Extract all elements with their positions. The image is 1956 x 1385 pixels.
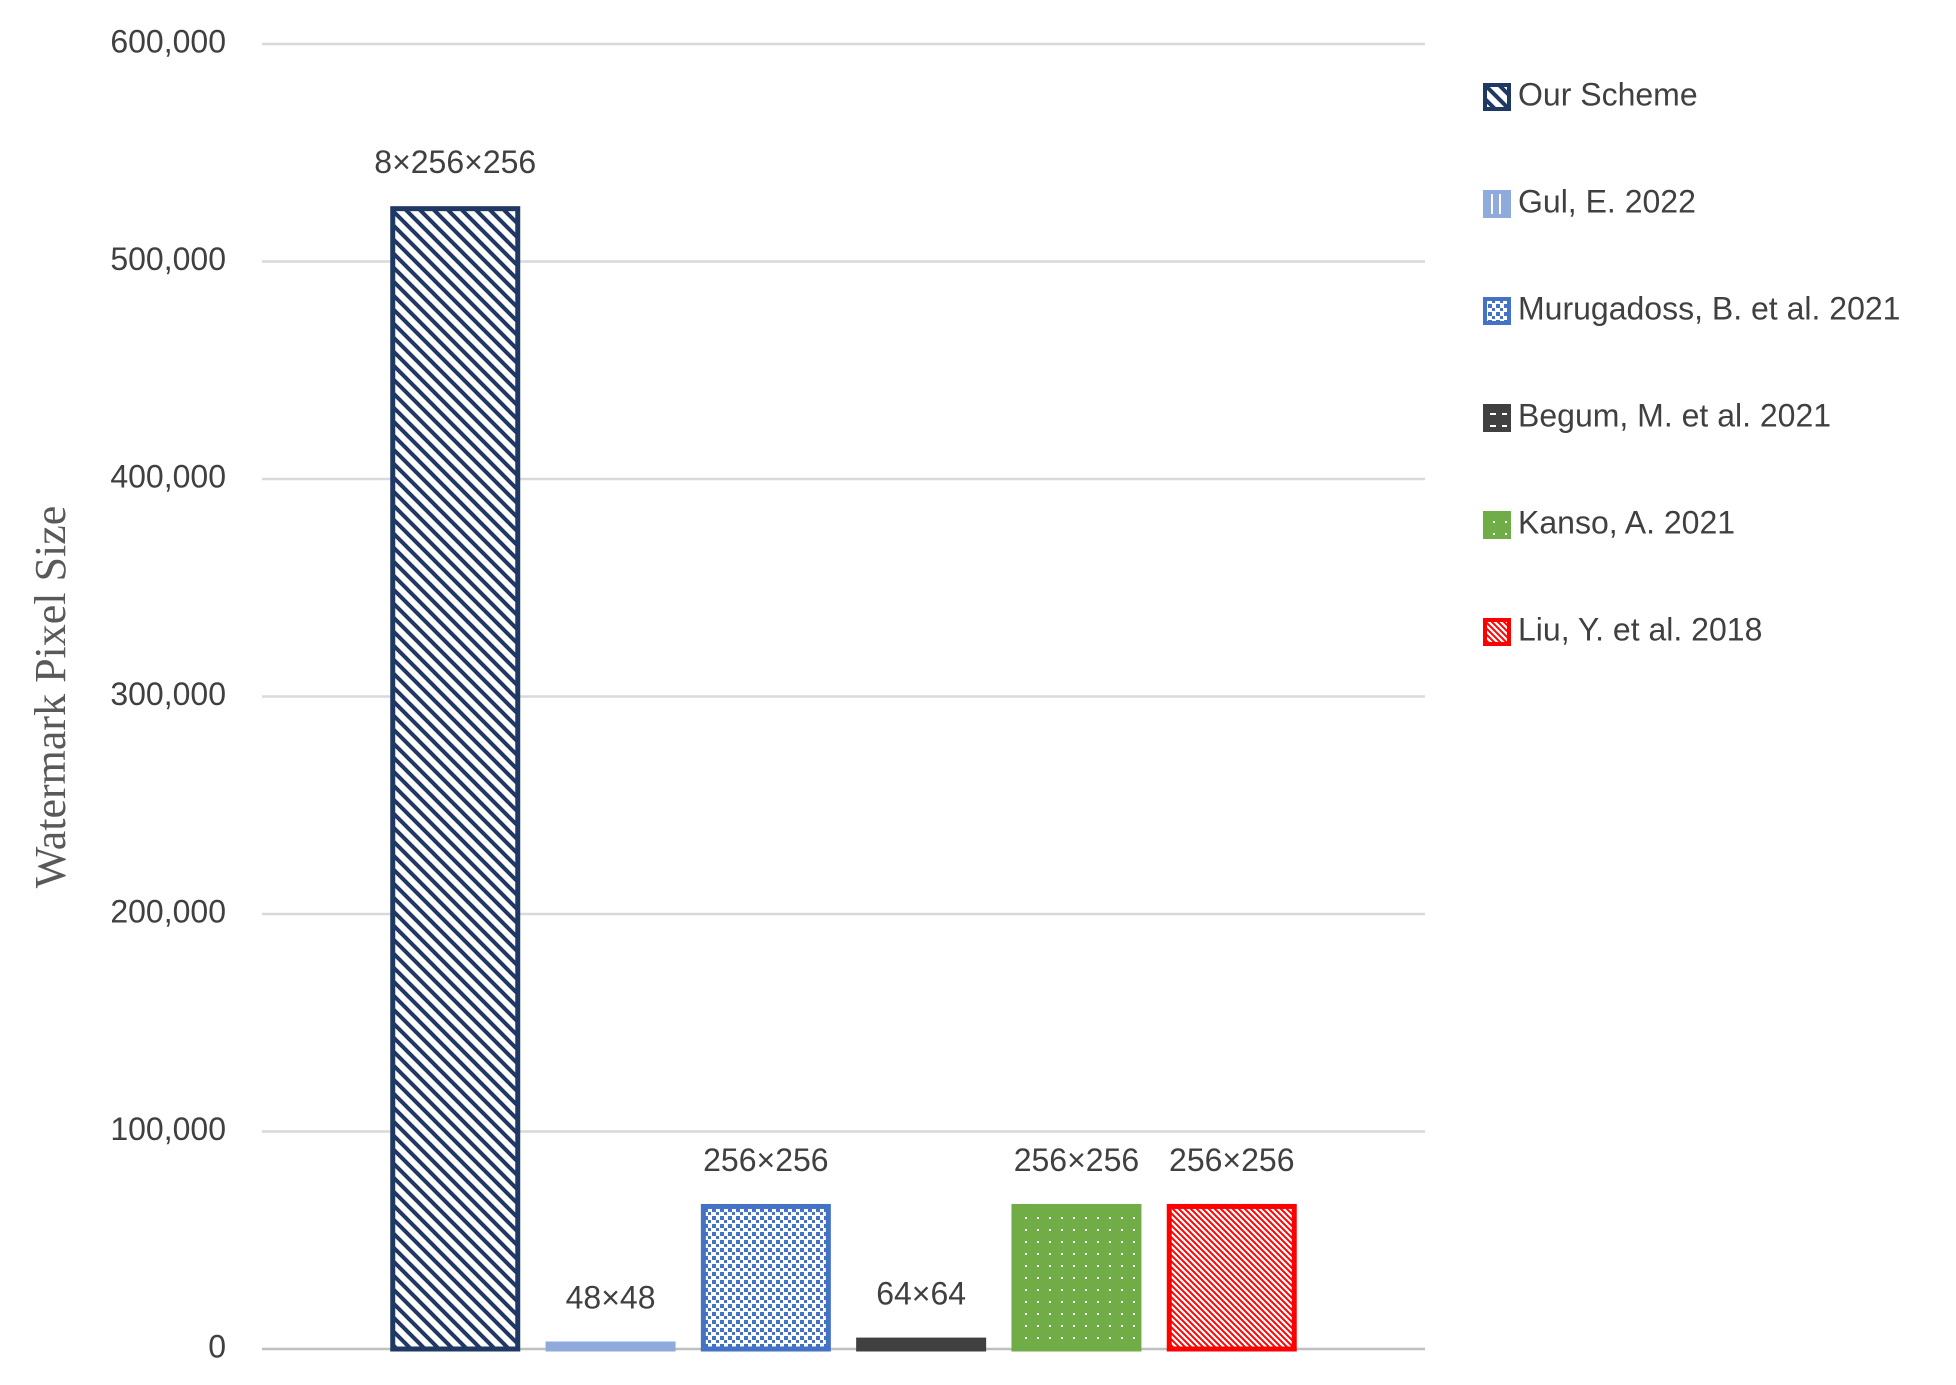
legend-label: Begum, M. et al. 2021 (1518, 397, 1831, 433)
y-tick-label: 0 (208, 1328, 226, 1364)
value-label: 256×256 (703, 1142, 828, 1178)
y-tick-label: 300,000 (110, 676, 226, 712)
bar (545, 1341, 676, 1352)
legend-label: Kanso, A. 2021 (1518, 504, 1735, 540)
legend-label: Our Scheme (1518, 76, 1698, 112)
bar (700, 1203, 831, 1352)
y-tick-label: 600,000 (110, 23, 226, 59)
legend-swatch (1483, 511, 1511, 539)
y-axis-label: Watermark Pixel Size (26, 506, 75, 889)
bar (1166, 1203, 1297, 1352)
legend-swatch (1483, 83, 1511, 111)
legend-swatch (1483, 618, 1511, 646)
y-tick-label: 500,000 (110, 241, 226, 277)
value-label: 256×256 (1169, 1142, 1294, 1178)
bar (856, 1337, 987, 1352)
bar (1011, 1203, 1142, 1352)
value-label: 8×256×256 (374, 144, 536, 180)
value-label: 256×256 (1014, 1142, 1139, 1178)
value-label: 48×48 (566, 1279, 656, 1315)
y-tick-label: 400,000 (110, 458, 226, 494)
value-label: 64×64 (876, 1276, 966, 1312)
bar (390, 206, 521, 1352)
y-tick-label: 200,000 (110, 893, 226, 929)
legend-swatch (1483, 190, 1511, 218)
legend-label: Murugadoss, B. et al. 2021 (1518, 290, 1900, 326)
legend-swatch (1483, 404, 1511, 432)
legend-label: Liu, Y. et al. 2018 (1518, 611, 1762, 647)
legend-swatch (1483, 297, 1511, 325)
legend-label: Gul, E. 2022 (1518, 183, 1696, 219)
y-tick-label: 100,000 (110, 1111, 226, 1147)
